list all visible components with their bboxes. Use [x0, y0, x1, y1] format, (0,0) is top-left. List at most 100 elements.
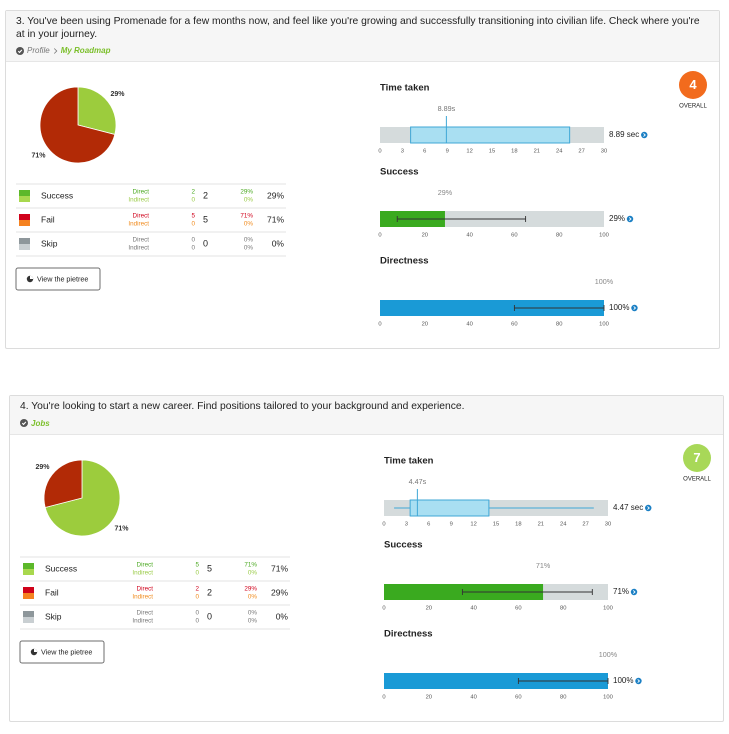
row-icon-bottom	[23, 592, 34, 599]
pie-slice	[77, 86, 117, 135]
x-tick-label: 20	[426, 605, 432, 611]
x-tick-label: 0	[378, 233, 381, 239]
direct-pct: 0%	[244, 237, 254, 244]
x-tick-label: 21	[538, 521, 544, 527]
x-tick-label: 100	[599, 233, 609, 239]
box	[409, 499, 490, 516]
direct-label: Direct	[133, 213, 150, 220]
direct-pct: 71%	[244, 561, 257, 568]
top-label: 29%	[438, 188, 453, 197]
x-tick-label: 0	[378, 149, 381, 155]
row-name: Success	[41, 190, 73, 200]
value-label: 100%	[609, 303, 629, 312]
x-tick-label: 80	[560, 694, 566, 700]
value-label: 71%	[613, 587, 629, 596]
bar	[384, 672, 608, 689]
x-tick-label: 18	[515, 521, 521, 527]
breadcrumb: Profile My Roadmap	[16, 46, 709, 55]
x-tick-label: 12	[470, 521, 476, 527]
value-label: 4.47 sec	[613, 503, 643, 512]
x-tick-label: 3	[405, 521, 408, 527]
row-icon-bottom	[23, 568, 34, 575]
check-circle	[20, 419, 28, 427]
indirect-label: Indirect	[128, 245, 149, 252]
pie-slice	[44, 459, 121, 536]
direct-pct: 29%	[244, 585, 257, 592]
check-icon	[16, 46, 24, 55]
row-icon-top	[23, 610, 34, 617]
check-mark	[17, 49, 23, 53]
x-tick-label: 27	[582, 521, 588, 527]
breadcrumb-separator	[53, 47, 58, 54]
check-mark	[21, 421, 27, 426]
error-bar	[396, 216, 527, 222]
value-info-arrow	[628, 217, 632, 221]
pie-label: 71%	[31, 152, 46, 159]
value-label: 29%	[609, 214, 625, 223]
x-tick-label: 12	[466, 149, 472, 155]
section-title: Success	[380, 167, 419, 178]
x-tick-label: 6	[427, 521, 430, 527]
indirect-count: 0	[195, 617, 199, 624]
x-tick-label: 40	[470, 694, 476, 700]
x-tick-label: 15	[493, 521, 499, 527]
row-icon-bottom	[19, 220, 30, 226]
score-badge	[679, 71, 707, 99]
check-circle	[16, 46, 24, 55]
row-icon-bottom	[19, 244, 30, 250]
section-title: Directness	[380, 256, 429, 267]
section-title: Success	[384, 539, 423, 550]
value-info-arrow	[633, 306, 637, 310]
section-title: Directness	[384, 628, 433, 639]
indirect-count: 0	[195, 593, 199, 600]
button-label: View the pietree	[37, 274, 88, 283]
pie-label: 71%	[114, 525, 129, 532]
indirect-count: 0	[191, 245, 195, 252]
x-tick-label: 100	[599, 322, 609, 328]
indirect-pct: 0%	[248, 569, 258, 576]
section-title: Time taken	[380, 83, 430, 94]
bar	[380, 300, 604, 316]
direct-count: 2	[191, 189, 195, 196]
row-name: Skip	[45, 611, 62, 621]
value-info-icon	[631, 304, 638, 312]
row-name: Skip	[41, 238, 58, 248]
x-tick-label: 60	[511, 322, 517, 328]
median-label: 4.47s	[409, 476, 427, 485]
row-icon-top	[23, 586, 34, 593]
section-title: Time taken	[384, 455, 434, 466]
pie-slice	[43, 459, 83, 508]
view-pietree-button[interactable]: View the pietree	[19, 640, 105, 663]
indirect-label: Indirect	[132, 569, 153, 576]
x-tick-label: 20	[422, 322, 428, 328]
indirect-label: Indirect	[128, 197, 149, 204]
total-pct: 29%	[271, 587, 288, 597]
score-label: OVERALL	[683, 476, 711, 482]
indirect-label: Indirect	[132, 617, 153, 624]
direct-label: Direct	[133, 237, 150, 244]
x-tick-label: 100	[603, 605, 613, 611]
task-header: 4. You're looking to start a new career.…	[10, 396, 723, 435]
value-info-arrow	[647, 505, 650, 510]
total-count: 5	[203, 214, 208, 224]
x-tick-label: 80	[556, 322, 562, 328]
x-tick-label: 24	[556, 149, 563, 155]
breadcrumb-current: My Roadmap	[60, 46, 111, 55]
x-tick-label: 18	[511, 149, 517, 155]
value-info-icon	[641, 131, 648, 139]
x-tick-label: 0	[378, 322, 381, 328]
value-info-icon	[630, 588, 638, 595]
box	[410, 126, 571, 144]
task-header: 3. You've been using Promenade for a few…	[6, 11, 719, 62]
x-tick-label: 80	[560, 605, 566, 611]
view-pietree-button[interactable]: View the pietree	[15, 267, 101, 291]
median-label: 8.89s	[438, 104, 456, 113]
direct-pct: 0%	[248, 609, 258, 616]
value-label: 8.89 sec	[609, 130, 639, 139]
x-tick-label: 100	[603, 694, 613, 700]
total-pct: 71%	[271, 563, 288, 573]
task-card: 3. You've been using Promenade for a few…	[5, 10, 720, 349]
x-tick-label: 3	[401, 149, 404, 155]
